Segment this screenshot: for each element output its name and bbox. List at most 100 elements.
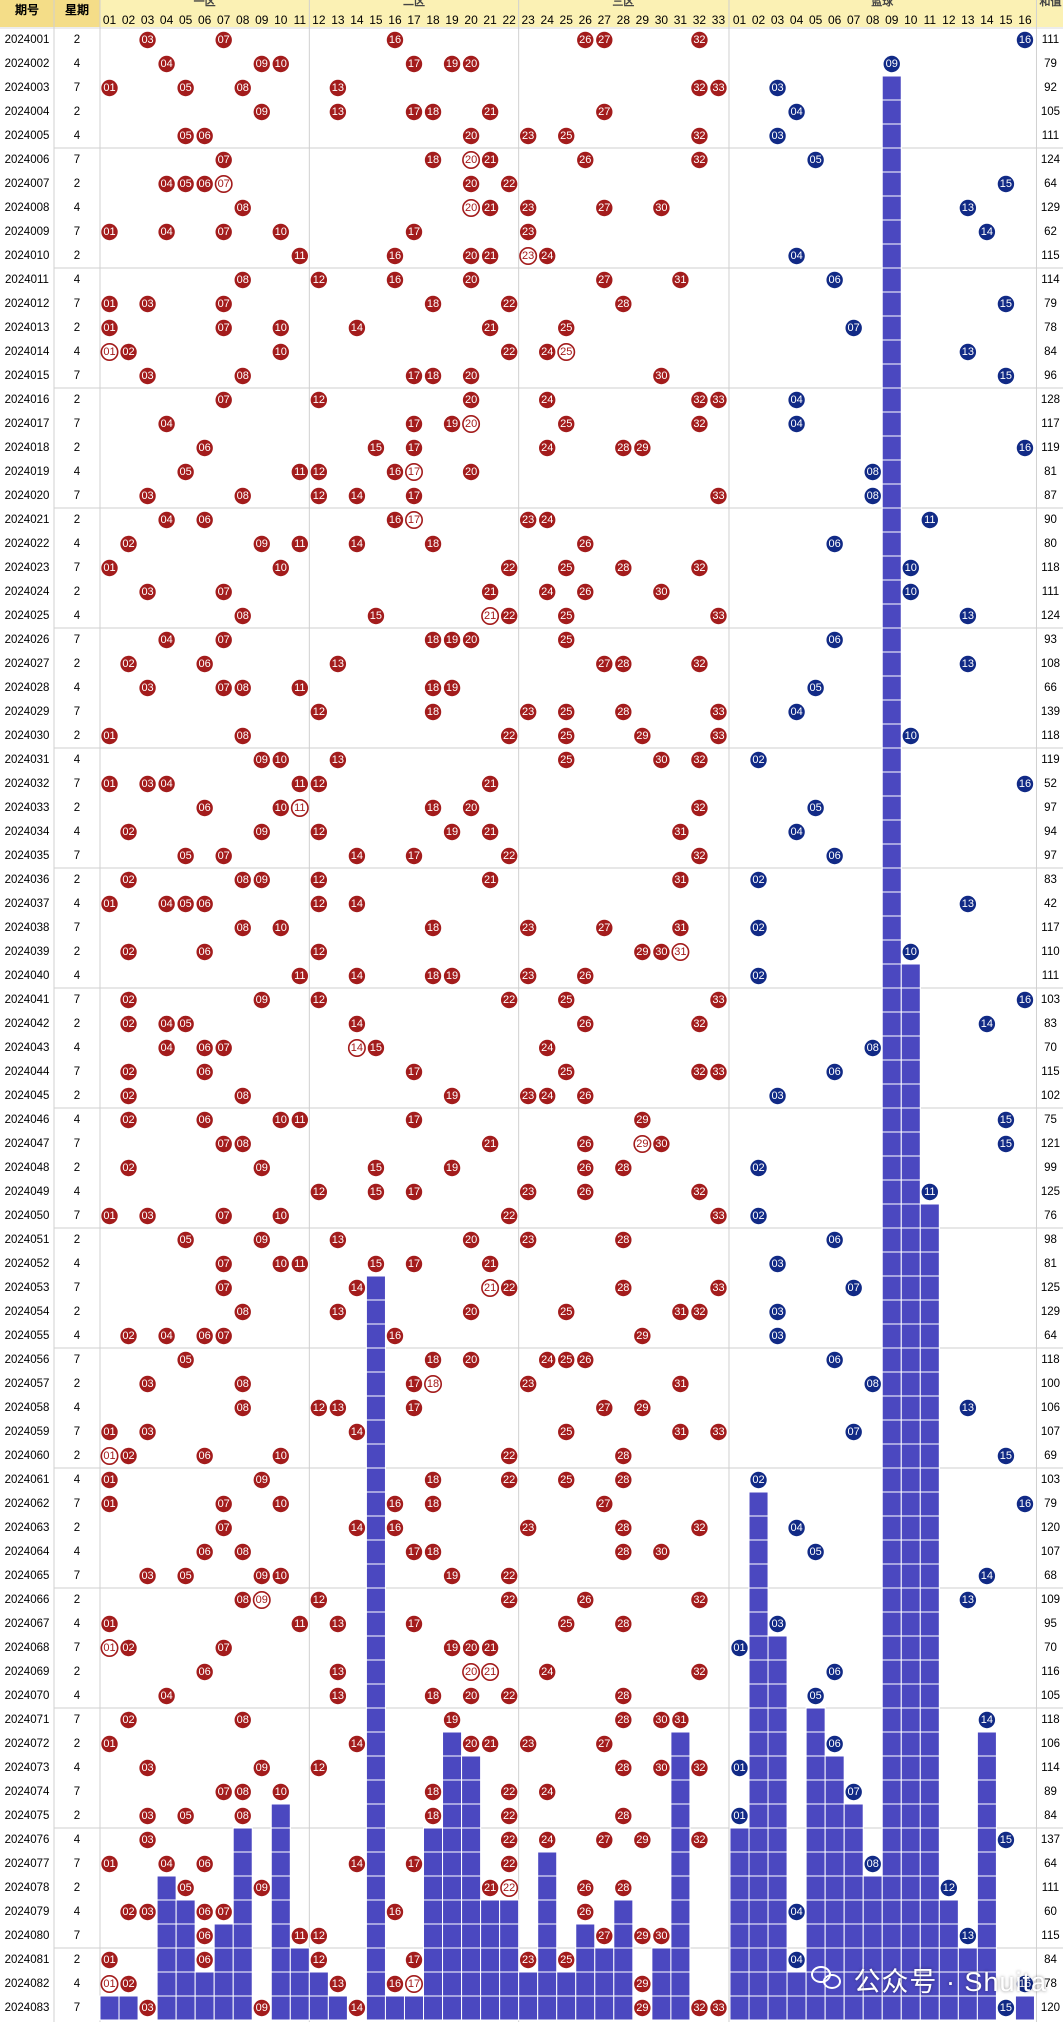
red-bar-07 [213, 1947, 234, 1973]
red-ball-circle [329, 103, 347, 121]
blue-bar-09 [881, 171, 902, 197]
blue-ball-number: 07 [848, 1786, 860, 1798]
weekday-cell: 2 [74, 802, 80, 814]
red-ball-number: 01 [103, 1498, 115, 1510]
issue-cell: 2024001 [5, 34, 50, 46]
blue-ball-circle [959, 655, 977, 673]
red-ball-number: 25 [560, 562, 572, 574]
blue-bar-03 [767, 1971, 788, 1997]
blue-bar-03 [767, 1803, 788, 1829]
red-ball: 14 [348, 1735, 366, 1753]
red-ball: 32 [691, 1663, 708, 1681]
red-ball: 18 [424, 799, 442, 817]
blue-ball-circle [788, 391, 805, 409]
red-ball-circle [615, 1519, 632, 1537]
red-bar-21 [480, 1899, 501, 1925]
blue-bar-11 [919, 1563, 940, 1589]
red-ball-number: 01 [103, 298, 115, 310]
red-ball: 09 [253, 55, 270, 73]
sum-cell: 98 [1044, 1234, 1057, 1246]
red-ball-number: 16 [389, 34, 401, 46]
red-ball-circle [367, 1039, 385, 1057]
issue-cell: 2024003 [5, 82, 50, 94]
blue-ball-number: 06 [829, 1738, 841, 1750]
red-ball-number: 04 [160, 178, 172, 190]
red-ball-circle [404, 1975, 423, 1994]
issue-cell: 2024019 [5, 466, 50, 478]
red-ball-circle [653, 367, 670, 385]
sum-cell: 105 [1041, 106, 1060, 118]
blue-ball: 16 [1016, 1495, 1034, 1513]
blue-bar-09 [881, 1755, 902, 1781]
sum-cell: 107 [1041, 1546, 1060, 1558]
red-ball: 31 [672, 919, 689, 937]
red-ball-number: 07 [218, 1258, 230, 1270]
red-ball-circle [424, 1687, 442, 1705]
red-ball: 17 [405, 1855, 423, 1873]
red-ball-circle [139, 1423, 156, 1441]
blue-bar-02 [748, 1851, 769, 1877]
red-bar-18 [423, 1875, 444, 1901]
red-ball-circle [462, 799, 480, 817]
red-ball-circle [462, 367, 480, 385]
red-ball-number: 27 [598, 274, 610, 286]
red-ball-number: 14 [351, 1426, 363, 1438]
red-ball: 02 [120, 991, 137, 1009]
header-blue-10: 10 [904, 13, 918, 27]
blue-bar-10 [900, 1107, 921, 1133]
red-ball-circle [596, 919, 613, 937]
red-bar-22 [499, 1899, 520, 1925]
red-ball: 03 [139, 1759, 156, 1777]
red-ball-circle [710, 1279, 727, 1297]
weekday-cell: 2 [74, 1882, 80, 1894]
red-ball: 28 [615, 559, 632, 577]
blue-bar-11 [919, 1899, 940, 1925]
blue-ball-number: 03 [771, 1258, 783, 1270]
blue-ball: 08 [864, 487, 881, 505]
red-ball: 18 [424, 1351, 442, 1369]
red-ball-number: 16 [389, 1522, 401, 1534]
blue-bar-02 [748, 1659, 769, 1685]
red-ball-number: 06 [199, 1066, 211, 1078]
sum-cell: 107 [1041, 1426, 1060, 1438]
red-ball-circle [596, 1399, 613, 1417]
red-ball-circle [367, 1159, 385, 1177]
blue-ball-number: 15 [1000, 1834, 1012, 1846]
red-ball-circle [405, 439, 423, 457]
issue-cell: 2024079 [5, 1906, 50, 1918]
sum-cell: 81 [1044, 1258, 1057, 1270]
red-ball-number: 06 [199, 1930, 211, 1942]
sum-cell: 42 [1044, 898, 1057, 910]
blue-ball-circle [997, 175, 1015, 193]
red-ball-number: 33 [712, 1210, 724, 1222]
red-ball-circle [234, 79, 251, 97]
issue-cell: 2024068 [5, 1642, 50, 1654]
red-ball-circle [158, 1327, 175, 1345]
blue-bar-12 [938, 1899, 959, 1925]
red-ball-number: 21 [484, 1138, 496, 1150]
red-ball-circle [481, 583, 499, 601]
red-ball-circle [158, 223, 175, 241]
weekday-cell: 7 [74, 778, 80, 790]
blue-bar-09 [881, 1203, 902, 1229]
red-ball-circle [615, 655, 632, 673]
red-ball-number: 28 [617, 658, 629, 670]
red-ball-circle [462, 199, 481, 218]
red-ball-circle [291, 1927, 309, 1945]
red-ball-circle [253, 1999, 270, 2017]
red-ball-number: 20 [465, 802, 477, 814]
sum-cell: 87 [1044, 490, 1057, 502]
red-ball-number: 17 [408, 1066, 420, 1078]
red-ball-number: 16 [389, 1498, 401, 1510]
blue-ball: 02 [750, 1207, 767, 1225]
red-ball: 10 [272, 799, 289, 817]
red-ball: 28 [615, 1471, 632, 1489]
red-ball: 10 [272, 55, 289, 73]
red-ball-number: 26 [579, 1018, 591, 1030]
red-ball: 11 [291, 775, 309, 793]
blue-bar-09 [881, 1011, 902, 1037]
red-ball-number: 10 [275, 562, 287, 574]
header-blue-16: 16 [1018, 13, 1032, 27]
blue-bar-09 [881, 75, 902, 101]
red-ball: 07 [215, 1279, 232, 1297]
